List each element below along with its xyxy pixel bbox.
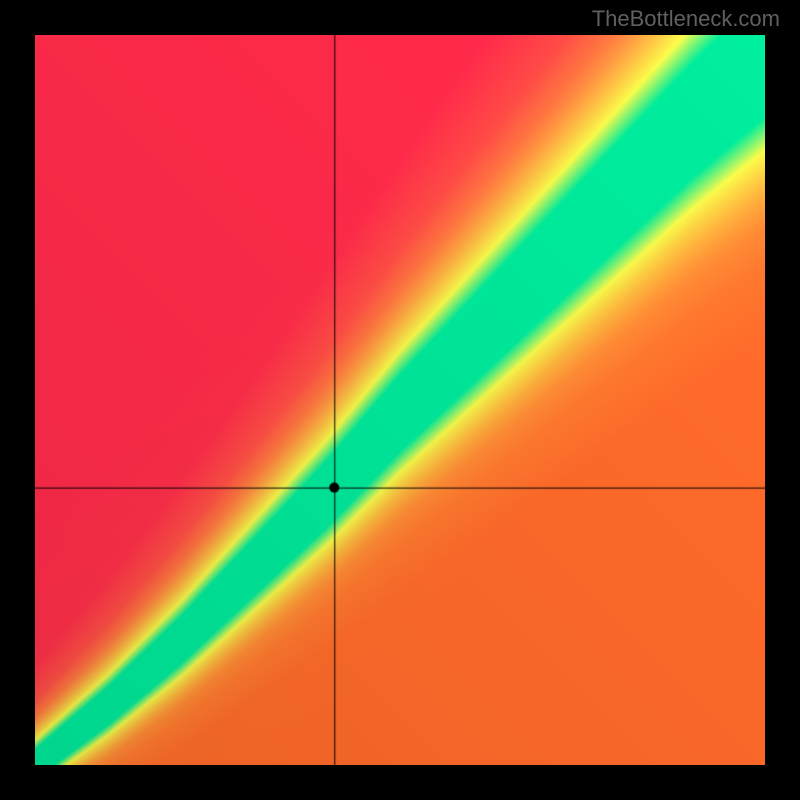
bottleneck-heatmap-chart [35, 35, 765, 765]
heatmap-canvas [35, 35, 765, 765]
watermark-text: TheBottleneck.com [592, 6, 780, 32]
